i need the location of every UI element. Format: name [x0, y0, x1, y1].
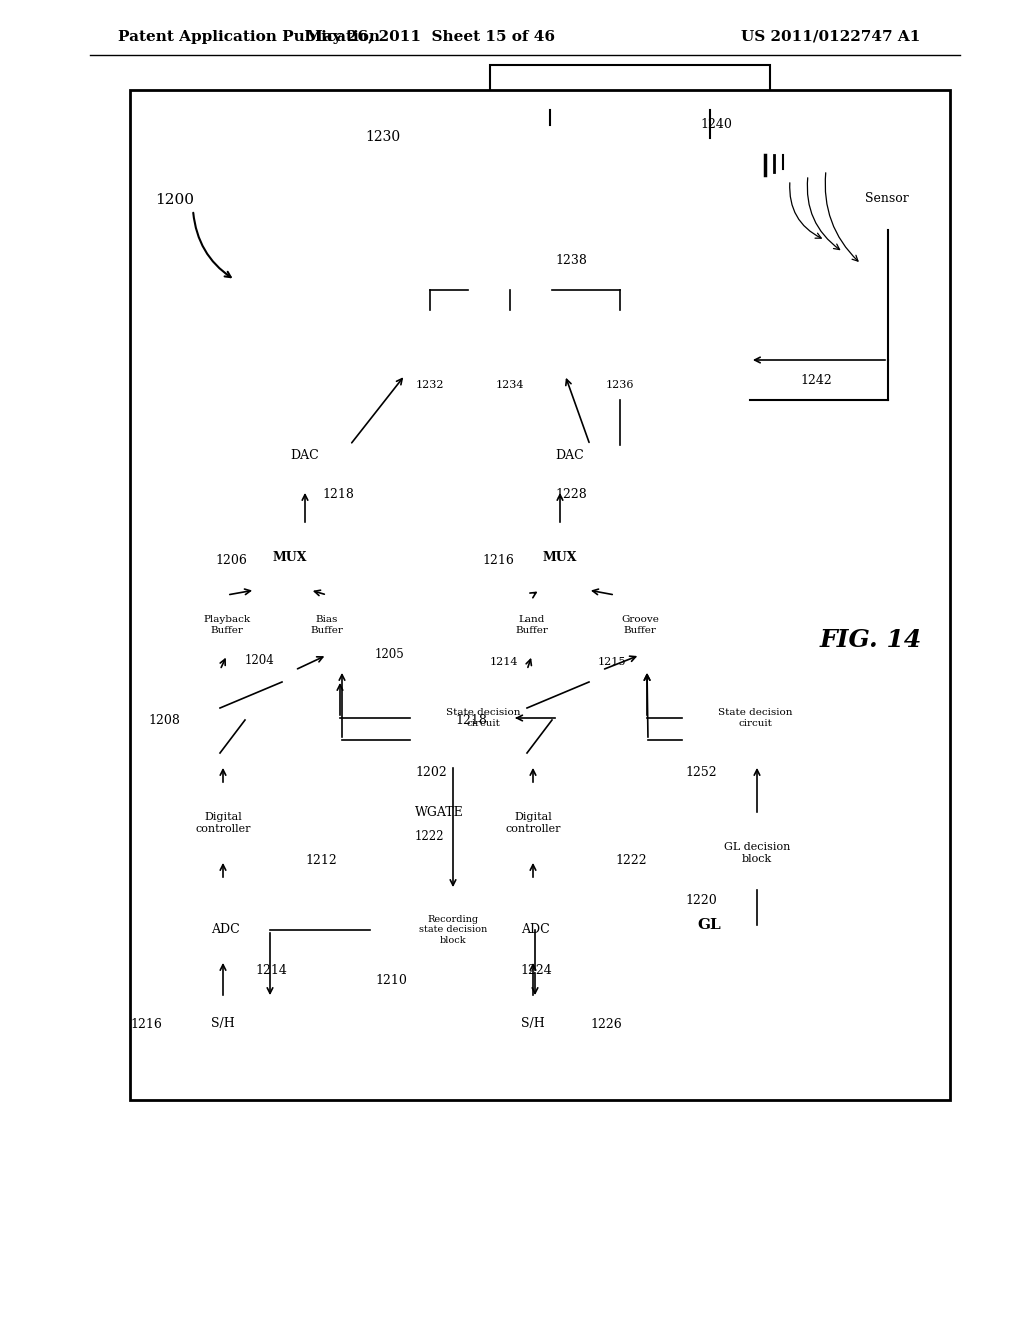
Text: Digital
controller: Digital controller — [505, 812, 561, 834]
Text: 1242: 1242 — [800, 374, 831, 387]
Text: 1218: 1218 — [322, 488, 354, 502]
Text: 1222: 1222 — [415, 830, 444, 843]
Text: Sensor: Sensor — [865, 191, 909, 205]
Text: State decision
circuit: State decision circuit — [445, 709, 520, 727]
Text: 1220: 1220 — [685, 894, 717, 907]
Text: Patent Application Publication: Patent Application Publication — [118, 30, 380, 44]
Text: 1218: 1218 — [455, 714, 486, 726]
Bar — [148, 785, 298, 861]
Text: WGATE: WGATE — [415, 805, 464, 818]
Text: Digital
controller: Digital controller — [196, 812, 251, 834]
Text: 1240: 1240 — [700, 119, 732, 132]
Text: 1202: 1202 — [415, 766, 446, 779]
Text: 1214: 1214 — [490, 657, 518, 667]
Text: 1224: 1224 — [520, 964, 552, 977]
Bar — [490, 595, 575, 655]
Text: ADC: ADC — [211, 923, 240, 936]
Text: S/H: S/H — [211, 1018, 234, 1031]
Text: DAC: DAC — [556, 449, 585, 462]
Bar — [490, 65, 770, 110]
Bar — [595, 595, 685, 655]
Bar — [695, 814, 820, 890]
Bar — [178, 998, 268, 1049]
Bar — [410, 671, 555, 766]
Text: GL: GL — [697, 917, 721, 932]
Text: Land
Buffer: Land Buffer — [515, 615, 549, 635]
Bar — [458, 785, 608, 861]
Text: 1238: 1238 — [555, 253, 587, 267]
Text: 1214: 1214 — [255, 964, 287, 977]
Bar — [682, 671, 827, 766]
Text: 1212: 1212 — [305, 854, 337, 866]
Text: Recording
state decision
block: Recording state decision block — [419, 915, 487, 945]
Bar — [130, 90, 950, 1100]
Text: 1206: 1206 — [215, 553, 247, 566]
Text: MUX: MUX — [272, 550, 307, 564]
Text: Playback
Buffer: Playback Buffer — [204, 615, 251, 635]
Text: 1230: 1230 — [365, 129, 400, 144]
Text: 1216: 1216 — [130, 1018, 162, 1031]
Text: Groove
Buffer: Groove Buffer — [622, 615, 658, 635]
Text: 1232: 1232 — [416, 380, 444, 389]
Text: 1252: 1252 — [685, 766, 717, 779]
Text: 1210: 1210 — [375, 974, 407, 986]
Text: ADC: ADC — [520, 923, 549, 936]
Bar — [360, 125, 750, 405]
Text: 1215: 1215 — [598, 657, 627, 667]
Bar — [370, 890, 535, 970]
Text: 1236: 1236 — [606, 380, 634, 389]
Text: 1204: 1204 — [245, 653, 274, 667]
Bar — [285, 595, 370, 655]
Bar — [488, 998, 578, 1049]
Bar — [185, 595, 270, 655]
Text: DAC: DAC — [291, 449, 319, 462]
Text: 1222: 1222 — [615, 854, 646, 866]
Text: 1200: 1200 — [155, 193, 194, 207]
Text: US 2011/0122747 A1: US 2011/0122747 A1 — [740, 30, 920, 44]
Bar — [472, 671, 647, 766]
Bar — [840, 165, 935, 230]
Text: May 26, 2011  Sheet 15 of 46: May 26, 2011 Sheet 15 of 46 — [305, 30, 555, 44]
Text: S/H: S/H — [521, 1018, 545, 1031]
Text: Bias
Buffer: Bias Buffer — [310, 615, 343, 635]
Text: MUX: MUX — [543, 550, 578, 564]
Text: 1205: 1205 — [375, 648, 404, 661]
Text: GL decision
block: GL decision block — [724, 842, 791, 863]
Bar — [165, 671, 340, 766]
Text: 1216: 1216 — [482, 553, 514, 566]
Text: 1208: 1208 — [148, 714, 180, 726]
Text: 1234: 1234 — [496, 380, 524, 389]
Text: State decision
circuit: State decision circuit — [718, 709, 793, 727]
Text: 1226: 1226 — [590, 1018, 622, 1031]
Text: 1228: 1228 — [555, 488, 587, 502]
Text: FIG. 14: FIG. 14 — [820, 628, 923, 652]
